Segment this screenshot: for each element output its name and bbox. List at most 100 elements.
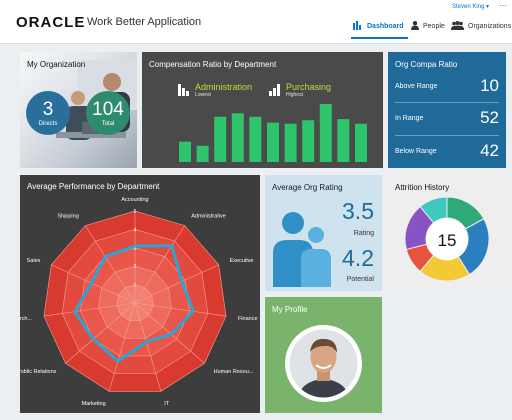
compa-divider <box>395 135 499 136</box>
compensation-bar[interactable] <box>196 145 209 162</box>
nav-dashboard-label: Dashboard <box>367 22 404 30</box>
radar-axis-line <box>85 225 136 304</box>
compensation-bar[interactable] <box>337 119 350 162</box>
rating-label: Rating <box>353 230 374 237</box>
radar-axis-line <box>134 302 227 317</box>
compensation-bar[interactable] <box>284 123 297 162</box>
highest-department-name: Purchasing <box>286 82 332 92</box>
compensation-bar[interactable] <box>249 116 262 162</box>
compensation-bar[interactable] <box>214 116 227 162</box>
attrition-history-tile[interactable]: Attrition History 15 <box>388 175 506 291</box>
radar-axis-label: Public Relations <box>20 369 57 375</box>
group-icon <box>451 20 464 32</box>
radar-axis-label: Purch... <box>20 316 33 322</box>
radar-series-line[interactable] <box>73 244 195 363</box>
highest-label: Highest <box>286 92 303 98</box>
oracle-logo[interactable]: ORACLE <box>16 14 86 31</box>
nav-people[interactable]: People <box>411 17 445 35</box>
bars-descending-icon <box>178 84 190 96</box>
lowest-department: Administration Lowest <box>178 82 252 98</box>
radar-scale-label: 1 <box>134 283 137 289</box>
compensation-ratio-tile[interactable]: Compensation Ratio by Department Adminis… <box>142 52 383 168</box>
radar-axis-line <box>108 302 136 392</box>
radar-scale-label: 3 <box>134 246 137 252</box>
compa-ratio-title: Org Compa Ratio <box>395 60 458 69</box>
lowest-label: Lowest <box>195 92 211 98</box>
my-organization-tile[interactable]: My Organization 3 Directs 104 Total <box>20 52 137 168</box>
in-range-label: In Range <box>395 115 424 122</box>
total-label: Total <box>101 121 115 127</box>
nav-organizations[interactable]: Organizations <box>451 17 511 35</box>
radar-axis-label: Shipping <box>57 214 78 220</box>
directs-value: 3 <box>42 99 54 120</box>
donut-hole <box>426 218 468 260</box>
potential-value: 4.2 <box>342 245 374 271</box>
radar-axis-label: Executive <box>230 258 254 264</box>
nav-dashboard[interactable]: Dashboard <box>351 17 408 39</box>
attrition-donut-chart: 15 <box>404 196 490 282</box>
directs-label: Directs <box>38 121 58 127</box>
below-range-row: Below Range 42 <box>395 141 499 161</box>
below-range-value: 42 <box>480 141 499 160</box>
radar-axis-label: Accounting <box>121 197 148 203</box>
attrition-title: Attrition History <box>395 183 450 192</box>
attrition-center-value: 15 <box>438 231 457 250</box>
app-header: ORACLE Work Better Application Steven Ki… <box>0 0 512 44</box>
average-org-rating-tile[interactable]: Average Org Rating 3.5 Rating 4.2 Potent… <box>265 175 382 291</box>
nav-people-label: People <box>423 22 445 30</box>
radar-scale-label: 4 <box>134 227 137 233</box>
radar-axis-label: Administrative <box>191 214 226 220</box>
total-count[interactable]: 104 Total <box>86 91 130 135</box>
compa-divider <box>395 102 499 103</box>
radar-axis-line <box>65 302 136 364</box>
performance-radar-chart: 1 2 3 4 5 Accounting Administrative Executive Fi… <box>20 197 258 407</box>
rating-title: Average Org Rating <box>272 183 343 192</box>
in-range-row: In Range 52 <box>395 108 499 128</box>
nav-organizations-label: Organizations <box>468 22 512 30</box>
above-range-row: Above Range 10 <box>395 76 499 96</box>
radar-axis-line <box>43 302 136 317</box>
above-range-value: 10 <box>480 76 499 95</box>
total-value: 104 <box>92 99 124 120</box>
compensation-bar[interactable] <box>319 104 332 162</box>
rating-value: 3.5 <box>342 198 374 224</box>
radar-axis-label: Sales <box>27 258 41 264</box>
radar-axis-label: Marketing <box>82 401 106 407</box>
below-range-label: Below Range <box>395 148 437 155</box>
my-profile-tile[interactable]: My Profile <box>265 297 382 413</box>
radar-scale-label: 2 <box>134 264 137 270</box>
user-menu[interactable]: Steven King ▾ <box>452 4 490 10</box>
radar-axis-line <box>51 264 136 304</box>
radar-scale-label: 5 <box>134 209 137 215</box>
compensation-bar[interactable] <box>231 113 244 162</box>
performance-title: Average Performance by Department <box>27 182 160 191</box>
directs-count[interactable]: 3 Directs <box>26 91 70 135</box>
radar-axis-label: Finance <box>238 316 258 322</box>
compensation-bar[interactable] <box>267 122 279 162</box>
compensation-title: Compensation Ratio by Department <box>149 60 277 69</box>
bar-chart-icon <box>353 20 363 32</box>
compensation-bar[interactable] <box>355 123 367 162</box>
avatar[interactable] <box>285 325 362 402</box>
radar-axis-line <box>134 264 219 304</box>
my-organization-title: My Organization <box>27 60 86 69</box>
app-title: Work Better Application <box>87 16 202 28</box>
radar-axis-label: Human Resou... <box>214 369 254 375</box>
org-compa-ratio-tile[interactable]: Org Compa Ratio Above Range 10 In Range … <box>388 52 506 168</box>
people-illustration-icon <box>273 212 331 287</box>
profile-photo <box>289 329 358 398</box>
person-icon <box>411 20 419 32</box>
average-performance-tile[interactable]: Average Performance by Department 1 2 3 4 5 A… <box>20 175 260 413</box>
compensation-bar[interactable] <box>302 120 315 162</box>
above-range-label: Above Range <box>395 83 438 90</box>
bars-ascending-icon <box>269 84 281 96</box>
potential-label: Potential <box>346 276 374 283</box>
radar-axis-label: IT <box>164 401 170 407</box>
compensation-bar[interactable] <box>179 141 191 162</box>
more-options-icon[interactable]: ⋯ <box>499 1 507 10</box>
lowest-department-name: Administration <box>195 82 253 92</box>
in-range-value: 52 <box>480 108 499 127</box>
radar-axis-line <box>134 225 185 304</box>
highest-department: Purchasing Highest <box>269 82 331 98</box>
radar-axis-line <box>134 302 205 364</box>
